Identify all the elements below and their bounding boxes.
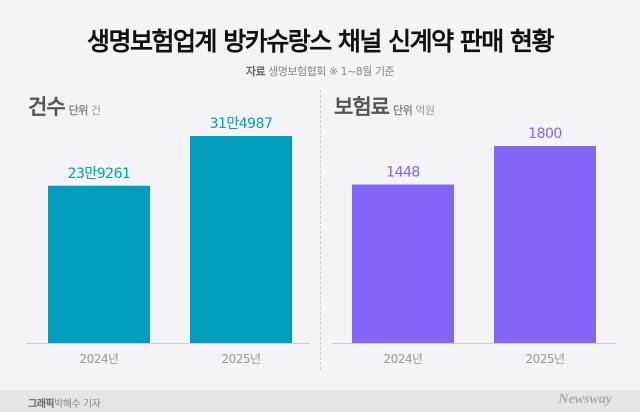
bar-2025년 [190,136,292,343]
x-tick-label: 2024년 [383,352,422,366]
newsway-logo: Newsway [558,392,612,407]
chart-title-count: 건수 단위 건 [28,95,101,119]
x-tick-label: 2025년 [221,352,260,366]
data-label: 23만9261 [68,166,131,182]
x-tick-label: 2025년 [525,352,564,366]
chart-title-premium: 보험료 단위 억원 [334,95,435,119]
data-label: 1448 [386,165,420,181]
bar-2024년 [48,185,150,343]
page-title: 생명보험업계 방카슈랑스 채널 신계약 판매 현황 [86,27,555,56]
panel-divider [320,90,321,370]
bar-charts: 23만9261 2024년 31만4987 2025년 1448 2024년 1800 202… [26,116,616,366]
footer: 그래픽박혜수 기자 Newsway [0,390,640,412]
data-label: 31만4987 [210,116,273,132]
x-tick-label: 2024년 [79,352,118,366]
source-note: 자료 생명보험협회 ※ 1~8월 기준 [245,65,395,78]
graphic-credit: 그래픽박혜수 기자 [28,399,101,410]
data-label: 1800 [528,126,562,142]
bar-2024년 [352,184,454,343]
bar-2025년 [494,146,596,343]
